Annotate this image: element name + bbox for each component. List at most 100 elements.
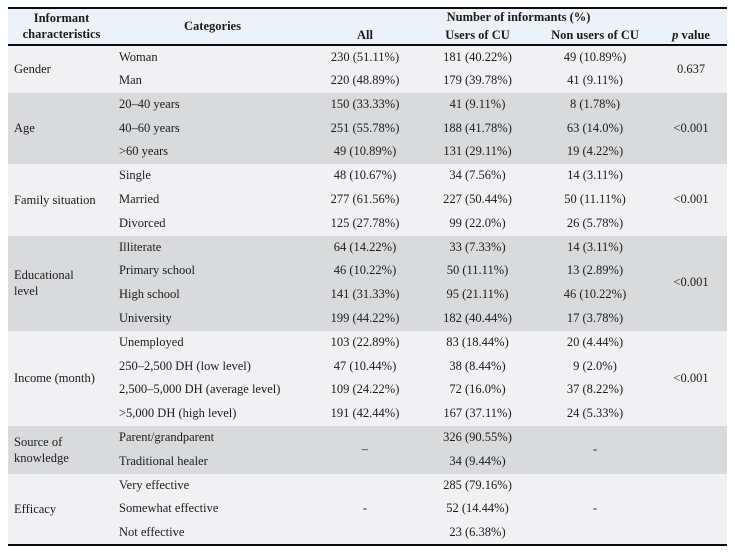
value-users: 52 (14.44%) <box>420 497 535 522</box>
value-all: 220 (48.89%) <box>310 69 420 93</box>
value-non-users: 37 (8.22%) <box>535 378 655 403</box>
value-users: 34 (9.44%) <box>420 449 535 474</box>
value-users: 227 (50.44%) <box>420 188 535 212</box>
value-non-users: 9 (2.0%) <box>535 354 655 379</box>
value-all: 103 (22.89%) <box>310 330 420 355</box>
category-cell: Single <box>115 164 310 189</box>
table-header: Informant characteristics Categories Num… <box>8 8 728 46</box>
value-users: 34 (7.56%) <box>420 164 535 189</box>
table-row: 40–60 years 251 (55.78%) 188 (41.78%) 63… <box>8 116 727 141</box>
table-row: Age 20–40 years 150 (33.33%) 41 (9.11%) … <box>8 92 728 165</box>
category-cell: >60 years <box>115 140 310 165</box>
header-categories: Categories <box>115 8 310 46</box>
value-all: 49 (10.89%) <box>310 140 420 165</box>
value-users: 83 (18.44%) <box>420 330 535 355</box>
category-cell: 2,500–5,000 DH (average level) <box>115 378 310 403</box>
value-all: 141 (31.33%) <box>310 283 420 308</box>
value-all: 230 (51.11%) <box>310 45 420 70</box>
p-value-rest: value <box>678 27 710 42</box>
table-body: Gender Woman 230 (51.11%) 181 (40.22%) 4… <box>8 45 728 545</box>
characteristic-efficacy: Efficacy <box>8 473 115 545</box>
category-cell: 40–60 years <box>115 116 310 141</box>
value-all: 64 (14.22%) <box>310 235 420 260</box>
value-non-users: 14 (3.11%) <box>535 164 655 189</box>
value-users: 179 (39.78%) <box>420 69 535 93</box>
category-cell: Very effective <box>115 473 310 498</box>
p-value-cell: <0.001 <box>655 164 728 236</box>
header-characteristics: Informant characteristics <box>8 8 115 46</box>
value-non-users: 46 (10.22%) <box>535 283 655 308</box>
table-row: >5,000 DH (high level) 191 (42.44%) 167 … <box>8 402 727 426</box>
value-non-users: 41 (9.11%) <box>535 69 655 93</box>
characteristic-label: Source of knowledge <box>14 434 69 465</box>
value-all-merged: – <box>310 426 420 474</box>
category-cell: Married <box>115 188 310 212</box>
value-users: 50 (11.11%) <box>420 259 535 284</box>
table-row: Primary school 46 (10.22%) 50 (11.11%) 1… <box>8 259 727 284</box>
p-value-cell <box>655 473 728 545</box>
p-value-cell: 0.637 <box>655 45 728 93</box>
header-p-value: p value <box>655 26 728 46</box>
characteristic-educational-level: Educational level <box>8 235 115 331</box>
header-row-2: All Users of CU Non users of CU p value <box>8 26 728 46</box>
value-all: 199 (44.22%) <box>310 307 420 331</box>
value-users: 72 (16.0%) <box>420 378 535 403</box>
value-all: 191 (42.44%) <box>310 402 420 426</box>
table-row: Divorced 125 (27.78%) 99 (22.0%) 26 (5.7… <box>8 211 727 236</box>
table-row: Not effective 23 (6.38%) <box>8 521 727 545</box>
category-cell: Divorced <box>115 211 310 236</box>
value-users: 99 (22.0%) <box>420 211 535 236</box>
value-non-users-merged: - <box>535 473 655 545</box>
value-users: 38 (8.44%) <box>420 354 535 379</box>
characteristic-age: Age <box>8 92 115 165</box>
value-all: 109 (24.22%) <box>310 378 420 403</box>
value-users: 182 (40.44%) <box>420 307 535 331</box>
characteristic-source-of-knowledge: Source of knowledge <box>8 426 115 474</box>
header-non-users-of-cu: Non users of CU <box>535 26 655 46</box>
header-row-1: Informant characteristics Categories Num… <box>8 8 728 46</box>
value-non-users: 24 (5.33%) <box>535 402 655 426</box>
value-users: 188 (41.78%) <box>420 116 535 141</box>
table-row: Income (month) Unemployed 103 (22.89%) 8… <box>8 330 728 426</box>
table-row: Traditional healer 34 (9.44%) <box>8 449 727 474</box>
table-row: University 199 (44.22%) 182 (40.44%) 17 … <box>8 307 727 331</box>
value-non-users: 19 (4.22%) <box>535 140 655 165</box>
value-all: 46 (10.22%) <box>310 259 420 284</box>
category-cell: >5,000 DH (high level) <box>115 402 310 426</box>
value-non-users: 17 (3.78%) <box>535 307 655 331</box>
table-row: 2,500–5,000 DH (average level) 109 (24.2… <box>8 378 727 403</box>
table-row: Somewhat effective 52 (14.44%) <box>8 497 727 522</box>
value-non-users: 13 (2.89%) <box>535 259 655 284</box>
header-number-of-informants: Number of informants (%) <box>310 8 728 27</box>
value-all: 47 (10.44%) <box>310 354 420 379</box>
value-non-users: 26 (5.78%) <box>535 211 655 236</box>
value-users: 167 (37.11%) <box>420 402 535 426</box>
table-row: Family situation Single 48 (10.67%) 34 (… <box>8 164 728 236</box>
table-row: Educational level Illiterate 64 (14.22%)… <box>8 235 728 331</box>
value-non-users: 14 (3.11%) <box>535 235 655 260</box>
category-cell: Somewhat effective <box>115 497 310 522</box>
value-all-merged: - <box>310 473 420 545</box>
characteristic-label: Educational level <box>14 267 74 299</box>
table-row: Man 220 (48.89%) 179 (39.78%) 41 (9.11%) <box>8 69 727 93</box>
value-all: 125 (27.78%) <box>310 211 420 236</box>
category-cell: 20–40 years <box>115 92 310 117</box>
table-row: 250–2,500 DH (low level) 47 (10.44%) 38 … <box>8 354 727 379</box>
category-cell: University <box>115 307 310 331</box>
value-non-users: 49 (10.89%) <box>535 45 655 70</box>
value-non-users: 50 (11.11%) <box>535 188 655 212</box>
category-cell: Parent/grandparent <box>115 426 310 450</box>
value-all: 277 (61.56%) <box>310 188 420 212</box>
category-cell: High school <box>115 283 310 308</box>
header-users-of-cu: Users of CU <box>420 26 535 46</box>
value-non-users-merged: - <box>535 426 655 474</box>
p-value-cell: <0.001 <box>655 330 728 426</box>
characteristic-income: Income (month) <box>8 330 115 426</box>
p-value-italic: p <box>672 27 679 42</box>
p-value-cell: <0.001 <box>655 92 728 165</box>
value-non-users: 8 (1.78%) <box>535 92 655 117</box>
value-all: 150 (33.33%) <box>310 92 420 117</box>
value-all: 48 (10.67%) <box>310 164 420 189</box>
table-row: >60 years 49 (10.89%) 131 (29.11%) 19 (4… <box>8 140 727 165</box>
category-cell: Traditional healer <box>115 449 310 474</box>
